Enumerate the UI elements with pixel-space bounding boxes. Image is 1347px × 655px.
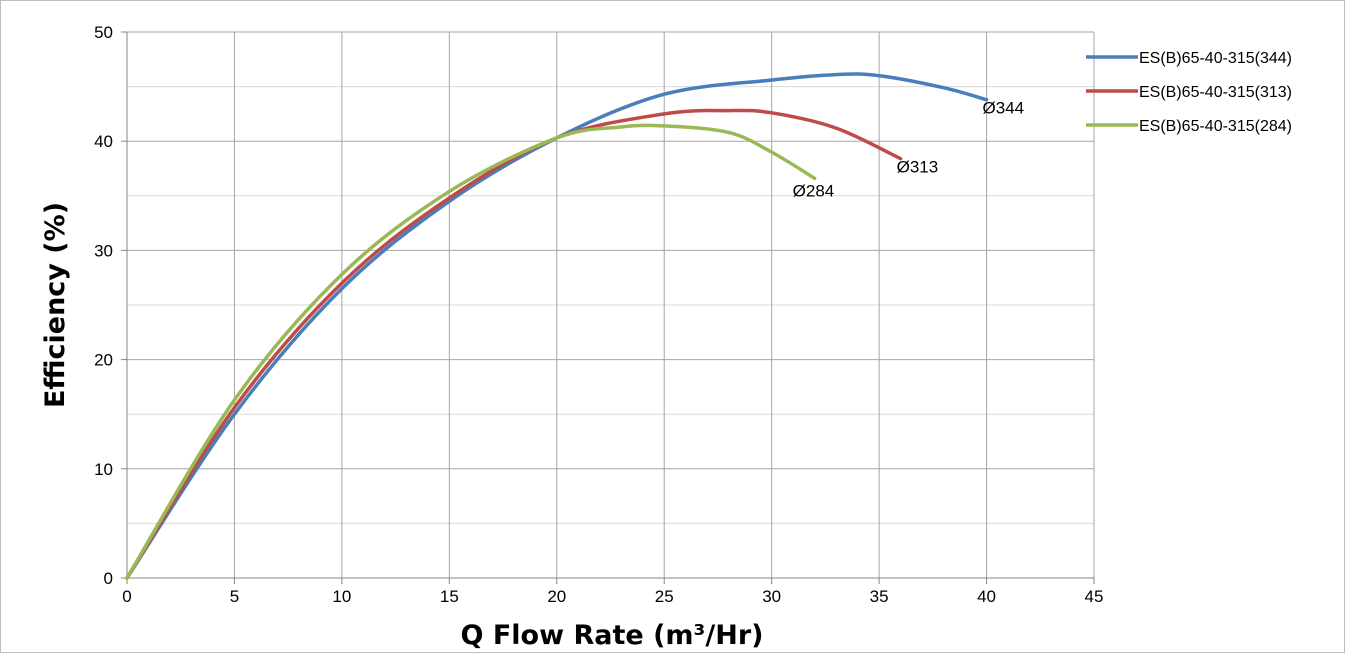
series-line-2 [125,123,817,580]
diameter-annotation: Ø344 [983,99,1025,118]
x-tick-label: 15 [440,587,459,606]
y-tick-label: 10 [94,460,113,479]
tick-labels: 0 5 10 15 20 25 30 35 40 45 0 10 20 30 40 50 [94,23,1103,606]
y-tick-label: 50 [94,23,113,42]
legend: ES(B)65-40-315(344) ES(B)65-40-315(313) ES… [1086,50,1292,135]
x-tick-label: 35 [870,587,889,606]
y-tick-label: 30 [94,241,113,260]
diameter-annotation: Ø284 [793,181,835,200]
y-tick-label: 40 [94,132,113,151]
x-axis-title: Q Flow Rate (m³/Hr) [461,620,764,651]
series-lines [125,72,989,580]
y-tick-label: 0 [104,569,113,588]
x-tick-label: 0 [122,587,131,606]
legend-label: ES(B)65-40-315(284) [1139,118,1292,135]
y-tick-label: 20 [94,351,113,370]
grid [121,31,1095,584]
diameter-annotation: Ø313 [897,158,939,177]
x-tick-label: 45 [1085,587,1104,606]
legend-label: ES(B)65-40-315(313) [1139,84,1292,101]
x-tick-label: 10 [332,587,351,606]
y-axis-title: Efficiency (%) [40,202,71,408]
x-tick-label: 25 [655,587,674,606]
annotations: Ø344 Ø313 Ø284 [793,99,1025,201]
series-line-0 [125,72,989,580]
x-tick-label: 40 [977,587,996,606]
series-line-1 [125,108,903,580]
legend-label: ES(B)65-40-315(344) [1139,50,1292,67]
x-tick-label: 5 [230,587,239,606]
x-tick-label: 20 [547,587,566,606]
x-tick-label: 30 [762,587,781,606]
